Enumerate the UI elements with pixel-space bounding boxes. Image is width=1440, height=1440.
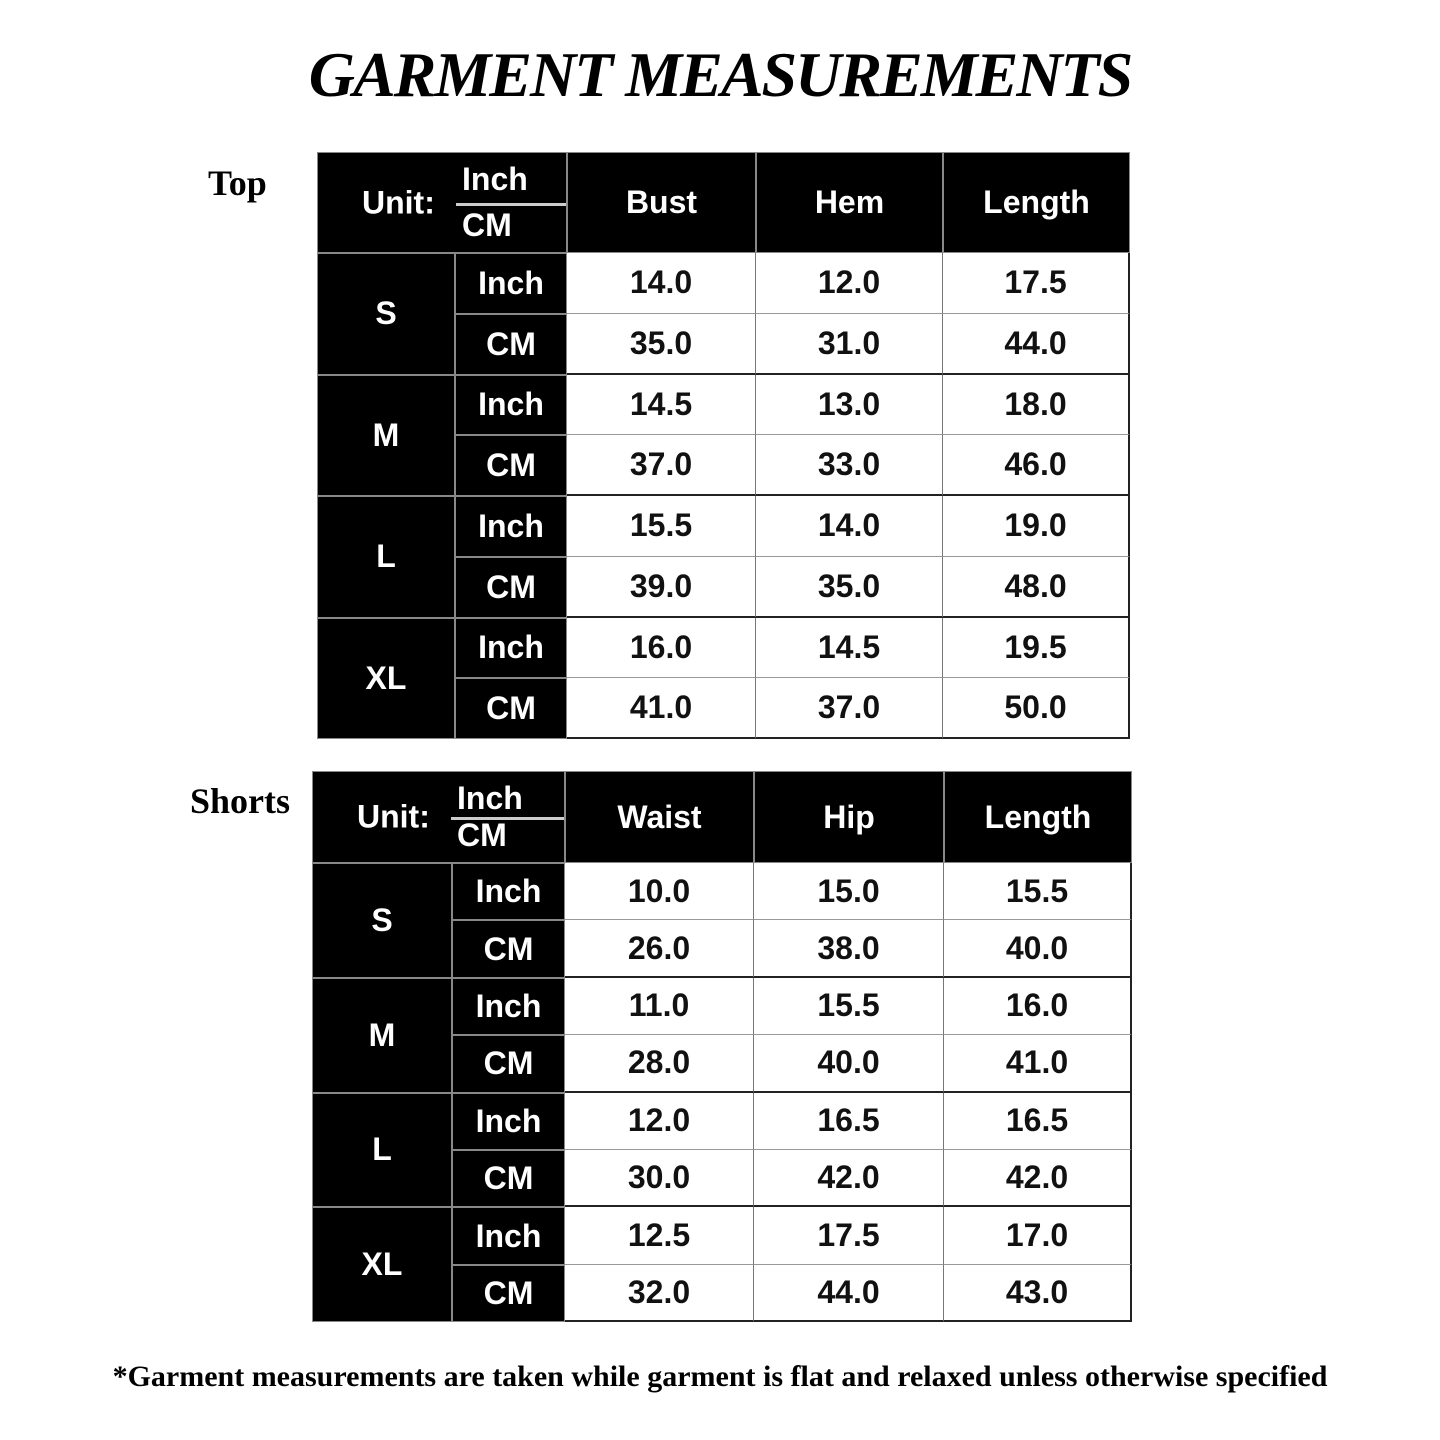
measurement-cell: 38.0 [754,920,944,978]
measurement-cell: 14.0 [756,496,943,557]
unit-row-label: CM [452,1149,565,1208]
measurement-cell: 12.0 [756,253,943,314]
measurement-cell: 15.5 [944,863,1132,921]
measurement-cell: 41.0 [567,678,756,739]
unit-row-label: CM [455,678,567,739]
size-label: L [317,496,455,618]
measurement-cell: 39.0 [567,556,756,618]
unit-row-label: Inch [455,374,567,436]
unit-row-label: CM [452,1264,565,1323]
column-header: Waist [565,771,754,863]
measurement-cell: 16.5 [944,1092,1132,1150]
measurement-cell: 14.5 [567,374,756,436]
measurement-cell: 15.5 [754,977,944,1036]
unit-inch-label: Inch [457,780,523,816]
measurement-cell: 40.0 [944,920,1132,978]
measurement-cell: 41.0 [944,1035,1132,1093]
measurement-cell: 12.0 [565,1092,754,1150]
size-label: S [312,863,452,978]
size-label: M [317,374,455,496]
unit-header: Unit: Inch CM [312,771,565,863]
measurement-cell: 15.5 [567,496,756,557]
measurement-cell: 12.5 [565,1207,754,1265]
measurement-cell: 30.0 [565,1149,754,1208]
measurement-cell: 17.5 [754,1207,944,1265]
measurement-cell: 35.0 [756,556,943,618]
measurement-cell: 16.5 [754,1092,944,1150]
column-header: Hem [756,152,943,253]
measurement-cell: 26.0 [565,920,754,978]
unit-divider [451,817,564,820]
measurement-cell: 44.0 [754,1264,944,1323]
measurement-cell: 15.0 [754,863,944,921]
measurement-cell: 37.0 [567,435,756,496]
measurement-cell: 32.0 [565,1264,754,1323]
unit-row-label: Inch [455,253,567,314]
measurement-cell: 37.0 [756,678,943,739]
unit-row-label: Inch [452,977,565,1036]
measurement-cell: 43.0 [944,1264,1132,1323]
shorts-table-label: Shorts [190,781,291,821]
measurement-cell: 10.0 [565,863,754,921]
measurement-cell: 48.0 [943,556,1130,618]
unit-row-label: Inch [455,496,567,557]
measurement-cell: 16.0 [944,977,1132,1036]
size-label: S [317,253,455,375]
measurement-cell: 17.5 [943,253,1130,314]
column-header: Bust [567,152,756,253]
measurement-cell: 35.0 [567,313,756,375]
size-label: XL [317,617,455,739]
size-label: M [312,977,452,1093]
unit-label: Unit: [362,184,435,220]
unit-row-label: CM [452,1035,565,1093]
unit-divider [456,202,566,206]
unit-label: Unit: [357,798,430,835]
measurement-cell: 18.0 [943,374,1130,436]
measurement-cell: 42.0 [754,1149,944,1208]
unit-inch-label: Inch [462,161,528,197]
measurement-cell: 14.5 [756,617,943,679]
measurement-cell: 42.0 [944,1149,1132,1208]
unit-row-label: Inch [452,1092,565,1150]
top-table-label: Top [208,163,267,203]
shorts-size-table: Unit: Inch CM Waist Hip Length S Inch 10.0 15.0 15… [312,771,1132,1323]
unit-cm-label: CM [462,207,512,243]
measurement-cell: 31.0 [756,313,943,375]
top-size-table: Unit: Inch CM Bust Hem Length S Inch 14.0 12.0 17.… [317,152,1130,739]
size-label: XL [312,1207,452,1323]
measurement-cell: 14.0 [567,253,756,314]
measurement-cell: 13.0 [756,374,943,436]
column-header: Length [943,152,1130,253]
measurement-cell: 19.5 [943,617,1130,679]
column-header: Hip [754,771,944,863]
unit-header: Unit: Inch CM [317,152,567,253]
measurement-cell: 50.0 [943,678,1130,739]
unit-cm-label: CM [457,817,507,853]
measurement-cell: 44.0 [943,313,1130,375]
unit-row-label: Inch [452,1207,565,1265]
unit-row-label: Inch [455,617,567,679]
unit-row-label: CM [455,556,567,618]
unit-row-label: CM [455,313,567,375]
unit-row-label: CM [455,435,567,496]
measurement-cell: 33.0 [756,435,943,496]
measurement-cell: 28.0 [565,1035,754,1093]
unit-row-label: CM [452,920,565,978]
footnote: *Garment measurements are taken while ga… [112,1360,1328,1393]
page-title: GARMENT MEASUREMENTS [308,39,1133,110]
column-header: Length [944,771,1132,863]
measurement-cell: 19.0 [943,496,1130,557]
measurement-cell: 40.0 [754,1035,944,1093]
measurement-cell: 16.0 [567,617,756,679]
measurement-cell: 46.0 [943,435,1130,496]
unit-row-label: Inch [452,863,565,921]
measurement-cell: 11.0 [565,977,754,1036]
size-label: L [312,1092,452,1208]
measurement-cell: 17.0 [944,1207,1132,1265]
